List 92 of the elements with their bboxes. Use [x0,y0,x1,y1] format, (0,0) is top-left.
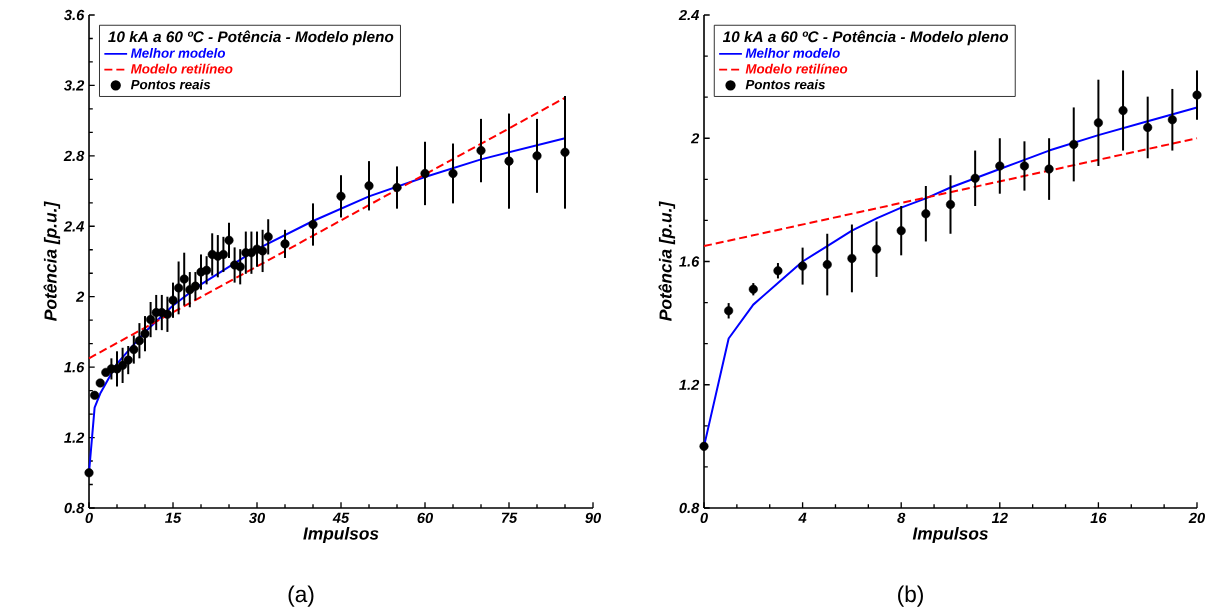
x-tick-label: 4 [798,512,807,523]
point [1093,118,1103,128]
x-tick-label: 90 [585,512,602,524]
y-axis-title: Potência [p.u.] [658,201,676,321]
y-tick-label: 3.6 [64,9,85,21]
point [773,266,783,276]
y-tick-label: 1.2 [679,379,700,390]
point [945,199,956,210]
x-tick-label: 60 [417,512,434,524]
point [95,378,105,388]
point [84,468,94,478]
point [174,283,184,293]
point [168,295,178,305]
legend-title: 10 kA a 60 ºC - Potência - Modelo pleno [722,30,1009,46]
point [140,329,150,339]
x-tick-label: 0 [700,512,708,524]
y-tick-label: 2 [690,133,700,144]
point [1044,164,1054,174]
x-tick-label: 0 [85,512,93,524]
point [118,360,128,370]
point [280,239,290,249]
point [798,261,808,271]
x-tick-label: 45 [332,512,350,523]
y-tick-label: 2.8 [63,150,85,162]
x-axis-title: Impulsos [303,526,379,544]
x-tick-label: 15 [165,512,182,523]
y-tick-label: 0.8 [64,502,85,514]
point [970,173,980,183]
point [420,168,430,178]
point [392,183,402,193]
x-axis-title: Impulsos [912,526,988,544]
point [921,209,931,219]
point [1118,105,1128,116]
y-tick-label: 2 [75,291,85,302]
x-tick-label: 75 [501,512,518,523]
point [1143,122,1153,132]
y-tick-label: 1.6 [679,256,700,267]
text: (b) [898,585,923,607]
point [896,226,906,236]
point [258,246,268,256]
legend-label: Melhor modelo [130,48,226,58]
x-tick-label: 12 [991,512,1008,523]
y-tick-label: 2.4 [678,9,700,21]
legend-label: Modelo retilíneo [130,63,233,74]
point [235,262,245,272]
point [699,441,709,451]
point [995,161,1005,171]
point [224,235,234,245]
point [872,244,882,254]
x-tick-label: 30 [248,512,266,524]
point [748,284,758,294]
legend-label: Modelo retilíneo [745,63,848,74]
point [90,390,100,400]
point [504,156,514,166]
y-axis-title: Potência [p.u.] [43,201,61,321]
point [336,191,346,201]
y-tick-label: 1.2 [64,432,85,443]
legend-label: Pontos reais [745,79,825,90]
point [162,309,172,319]
point [263,232,273,242]
point [134,336,144,346]
y-tick-label: 2.4 [63,221,85,232]
point [123,355,133,365]
point [532,151,542,161]
y-tick-label: 0.8 [679,502,700,514]
x-tick-label: 16 [1090,512,1107,524]
point [1069,139,1079,149]
point [218,249,228,259]
point [724,306,734,316]
legend-label: Melhor modelo [745,48,840,58]
point [822,260,832,270]
point [190,281,200,291]
point [308,219,318,230]
text: (a) [288,585,314,607]
point [560,147,570,157]
y-tick-label: 3.2 [64,80,85,91]
point [364,181,374,191]
point [448,168,458,178]
point [1167,115,1177,125]
point [476,146,486,156]
point [129,344,139,355]
point [1192,90,1202,100]
x-tick-label: 20 [1188,512,1205,524]
point [146,315,156,325]
x-tick-label: 8 [897,512,906,524]
point [847,253,857,263]
legend-title: 10 kA a 60 ºC - Potência - Modelo pleno [108,30,394,46]
legend-label: Pontos reais [130,79,211,90]
point [202,265,212,275]
point [179,274,189,284]
y-tick-label: 1.6 [64,361,85,373]
point [1019,161,1029,171]
